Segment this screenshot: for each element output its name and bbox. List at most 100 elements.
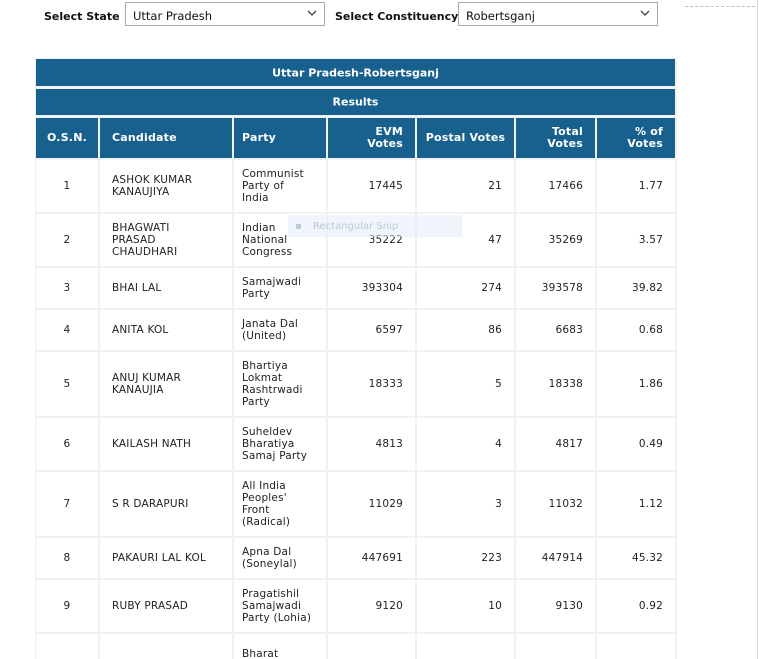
constituency-select[interactable]: Robertsganj — [458, 2, 658, 26]
table-cell-osn-text: 5 — [63, 378, 71, 390]
table-cell-postal-text: 21 — [488, 180, 502, 192]
table-cell-party: Pragatishil Samajwadi Party (Lohia) — [234, 580, 326, 632]
table-cell-candidate-text: S R DARAPURI — [112, 498, 189, 510]
table-cell-candidate: KAILASH NATH — [100, 418, 232, 470]
table-cell-candidate-text: ASHOK KUMAR KANAUJIYA — [112, 174, 193, 198]
table-subtitle: Results — [332, 95, 379, 109]
table-cell-candidate: ANITA KOL — [100, 310, 232, 350]
table-cell-osn: 2 — [36, 214, 98, 266]
top-dashed-line — [685, 6, 755, 7]
table-cell-postal — [417, 634, 514, 659]
column-header: Candidate — [100, 118, 232, 158]
table-cell-party-text: Indian National Congress — [242, 222, 293, 258]
table-cell-postal: 21 — [417, 160, 514, 212]
table-cell-party: Janata Dal (United) — [234, 310, 326, 350]
column-header-text: Party — [242, 131, 277, 144]
constituency-label: Select Constituency — [335, 10, 459, 23]
table-cell-osn: 7 — [36, 472, 98, 536]
table-cell-party-text: Bhartiya Lokmat Rashtrwadi Party — [242, 360, 303, 408]
table-cell-pct: 0.92 — [597, 580, 675, 632]
table-cell-total: 9130 — [516, 580, 595, 632]
table-cell-candidate: ANUJ KUMAR KANAUJIA — [100, 352, 232, 416]
table-cell-evm: 18333 — [328, 352, 415, 416]
table-cell-evm: 11029 — [328, 472, 415, 536]
table-cell-postal: 3 — [417, 472, 514, 536]
table-cell-evm-text: 447691 — [361, 552, 403, 564]
table-cell-pct: 39.82 — [597, 268, 675, 308]
table-cell-evm — [328, 634, 415, 659]
table-cell-candidate-text: ANUJ KUMAR KANAUJIA — [112, 372, 181, 396]
table-cell-evm-text: 9120 — [375, 600, 403, 612]
table-title-bar: Uttar Pradesh-Robertsganj — [36, 59, 675, 86]
table-cell-postal: 4 — [417, 418, 514, 470]
table-cell-party: All India Peoples' Front (Radical) — [234, 472, 326, 536]
table-cell-total-text: 9130 — [555, 600, 583, 612]
table-cell-postal: 274 — [417, 268, 514, 308]
table-cell-candidate: RUBY PRASAD — [100, 580, 232, 632]
table-cell-total: 17466 — [516, 160, 595, 212]
state-select[interactable]: Uttar Pradesh — [125, 2, 325, 26]
table-cell-pct-text: 39.82 — [631, 282, 663, 294]
table-cell-postal-text: 10 — [488, 600, 502, 612]
table-cell-pct-text: 0.68 — [638, 324, 663, 336]
table-cell-postal-text: 274 — [481, 282, 502, 294]
table-cell-postal: 86 — [417, 310, 514, 350]
state-select-value: Uttar Pradesh — [133, 9, 213, 23]
table-cell-osn-text: 7 — [63, 498, 71, 510]
table-cell-party-text: Apna Dal (Soneylal) — [242, 546, 297, 570]
column-header-text: O.S.N. — [47, 131, 87, 144]
table-cell-osn-text: 6 — [63, 438, 71, 450]
table-cell-pct: 45.32 — [597, 538, 675, 578]
table-cell-pct: 1.12 — [597, 472, 675, 536]
table-cell-candidate-text: RUBY PRASAD — [112, 600, 189, 612]
table-cell-total-text: 6683 — [555, 324, 583, 336]
table-cell-total: 6683 — [516, 310, 595, 350]
table-cell-evm-text: 18333 — [368, 378, 403, 390]
table-cell-party: Bharat — [234, 634, 326, 659]
table-cell-evm: 447691 — [328, 538, 415, 578]
table-cell-pct-text: 0.92 — [638, 600, 663, 612]
table-cell-osn-text: 1 — [63, 180, 71, 192]
table-cell-evm-text: 4813 — [375, 438, 403, 450]
page-right-border — [757, 0, 758, 659]
table-cell-candidate: PAKAURI LAL KOL — [100, 538, 232, 578]
table-cell-candidate: ASHOK KUMAR KANAUJIYA — [100, 160, 232, 212]
table-cell-evm-text: 17445 — [368, 180, 403, 192]
table-cell-party: Communist Party of India — [234, 160, 326, 212]
table-cell-candidate-text: BHAI LAL — [112, 282, 162, 294]
table-cell-total-text: 18338 — [548, 378, 583, 390]
table-cell-total-text: 447914 — [541, 552, 583, 564]
table-cell-evm: 393304 — [328, 268, 415, 308]
table-cell-osn: 8 — [36, 538, 98, 578]
table-cell-pct-text: 1.12 — [638, 498, 663, 510]
column-header: EVM Votes — [328, 118, 415, 158]
table-cell-evm: 4813 — [328, 418, 415, 470]
table-cell-candidate: BHAGWATI PRASAD CHAUDHARI — [100, 214, 232, 266]
table-cell-party: Samajwadi Party — [234, 268, 326, 308]
table-cell-candidate: S R DARAPURI — [100, 472, 232, 536]
table-cell-total: 4817 — [516, 418, 595, 470]
table-cell-total — [516, 634, 595, 659]
table-cell-party-text: Communist Party of India — [242, 168, 304, 204]
table-cell-pct: 1.77 — [597, 160, 675, 212]
table-cell-osn-text: 3 — [63, 282, 71, 294]
table-cell-osn — [36, 634, 98, 659]
column-header: Postal Votes — [417, 118, 514, 158]
table-cell-party-text: All India Peoples' Front (Radical) — [242, 480, 291, 528]
table-cell-candidate-text: PAKAURI LAL KOL — [112, 552, 207, 564]
table-cell-evm-text: 393304 — [361, 282, 403, 294]
column-header: Party — [234, 118, 326, 158]
state-label: Select State — [44, 10, 120, 23]
table-cell-postal: 5 — [417, 352, 514, 416]
table-cell-candidate-text: BHAGWATI PRASAD CHAUDHARI — [112, 222, 178, 258]
table-cell-total: 447914 — [516, 538, 595, 578]
table-cell-pct: 3.57 — [597, 214, 675, 266]
table-cell-pct: 0.68 — [597, 310, 675, 350]
table-cell-party-text: Suheldev Bharatiya Samaj Party — [242, 426, 308, 462]
table-cell-party: Apna Dal (Soneylal) — [234, 538, 326, 578]
snip-overlay: Rectangular Snip — [288, 215, 462, 237]
table-cell-pct-text: 3.57 — [638, 234, 663, 246]
table-cell-pct: 1.86 — [597, 352, 675, 416]
table-cell-party-text: Samajwadi Party — [242, 276, 302, 300]
column-header: % of Votes — [597, 118, 675, 158]
